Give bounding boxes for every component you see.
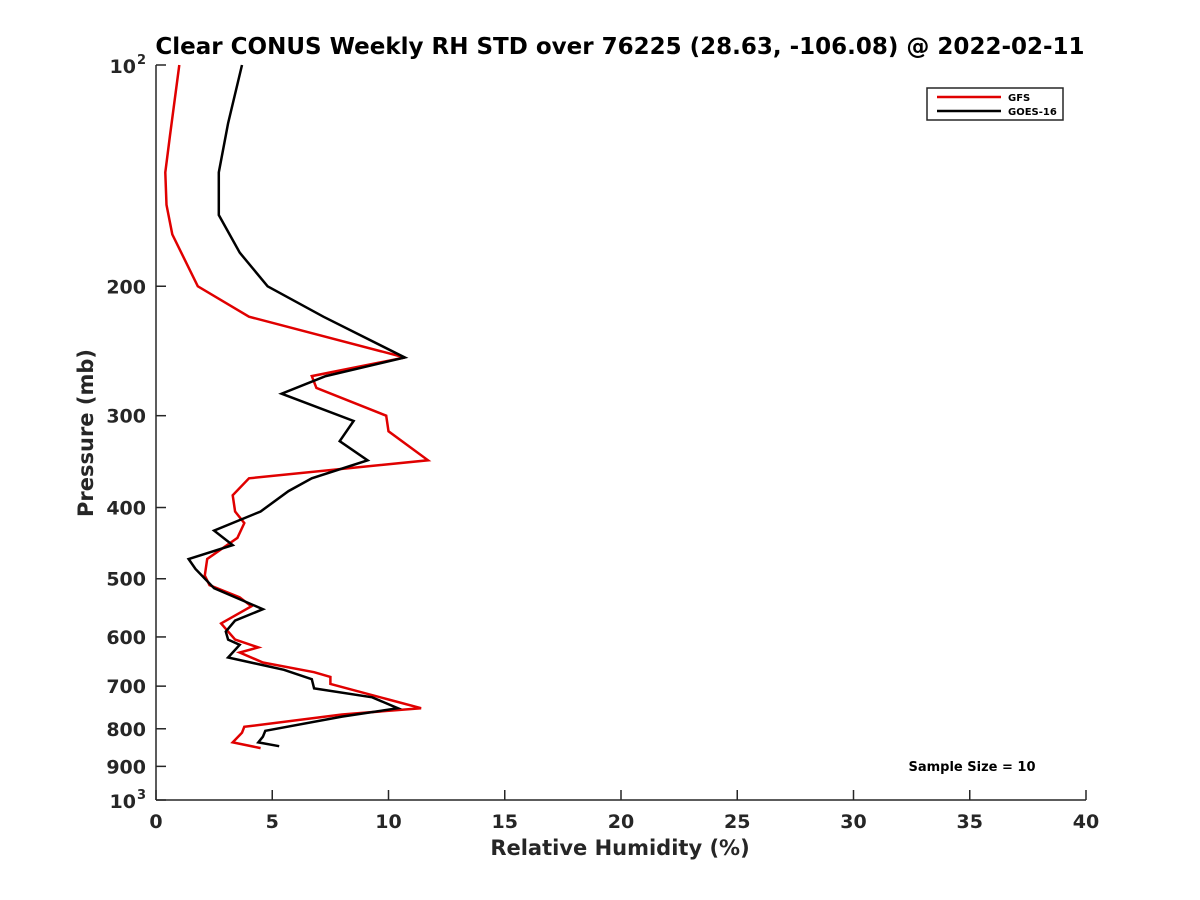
sample-size-annotation: Sample Size = 10 [908,760,1035,775]
x-tick-label: 0 [149,811,162,833]
y-tick-label: 800 [106,719,146,741]
x-tick-label: 20 [608,811,634,833]
y-tick-label-exponent: 2 [137,53,146,68]
y-tick-label: 700 [106,676,146,698]
y-tick-label: 200 [106,276,146,298]
series-line-goes-16 [186,64,409,748]
y-tick-label: 900 [106,756,146,778]
x-tick-label: 25 [724,811,750,833]
y-axis-label: Pressure (mb) [74,349,98,517]
y-tick-label-exponent: 3 [137,788,146,803]
legend-box [926,87,1064,121]
series-line-gfs [164,64,432,750]
x-tick-label: 40 [1073,811,1099,833]
x-tick-label: 5 [266,811,279,833]
chart-title: Clear CONUS Weekly RH STD over 76225 (28… [155,34,1084,60]
y-tick-label: 600 [106,627,146,649]
legend-label-goes-16: GOES-16 [1008,107,1057,118]
y-tick-label: 10 [110,791,136,813]
x-tick-label: 15 [492,811,518,833]
x-axis-label: Relative Humidity (%) [490,836,749,860]
x-tick-label: 30 [840,811,866,833]
y-tick-label: 400 [106,498,146,520]
y-tick-label: 10 [110,56,136,78]
x-tick-label: 35 [957,811,983,833]
legend-label-gfs: GFS [1008,93,1030,104]
legend: GFS GOES-16 [926,87,1064,121]
y-tick-label: 500 [106,569,146,591]
y-tick-label: 300 [106,406,146,428]
x-tick-label: 10 [375,811,401,833]
series-layer [164,64,432,750]
